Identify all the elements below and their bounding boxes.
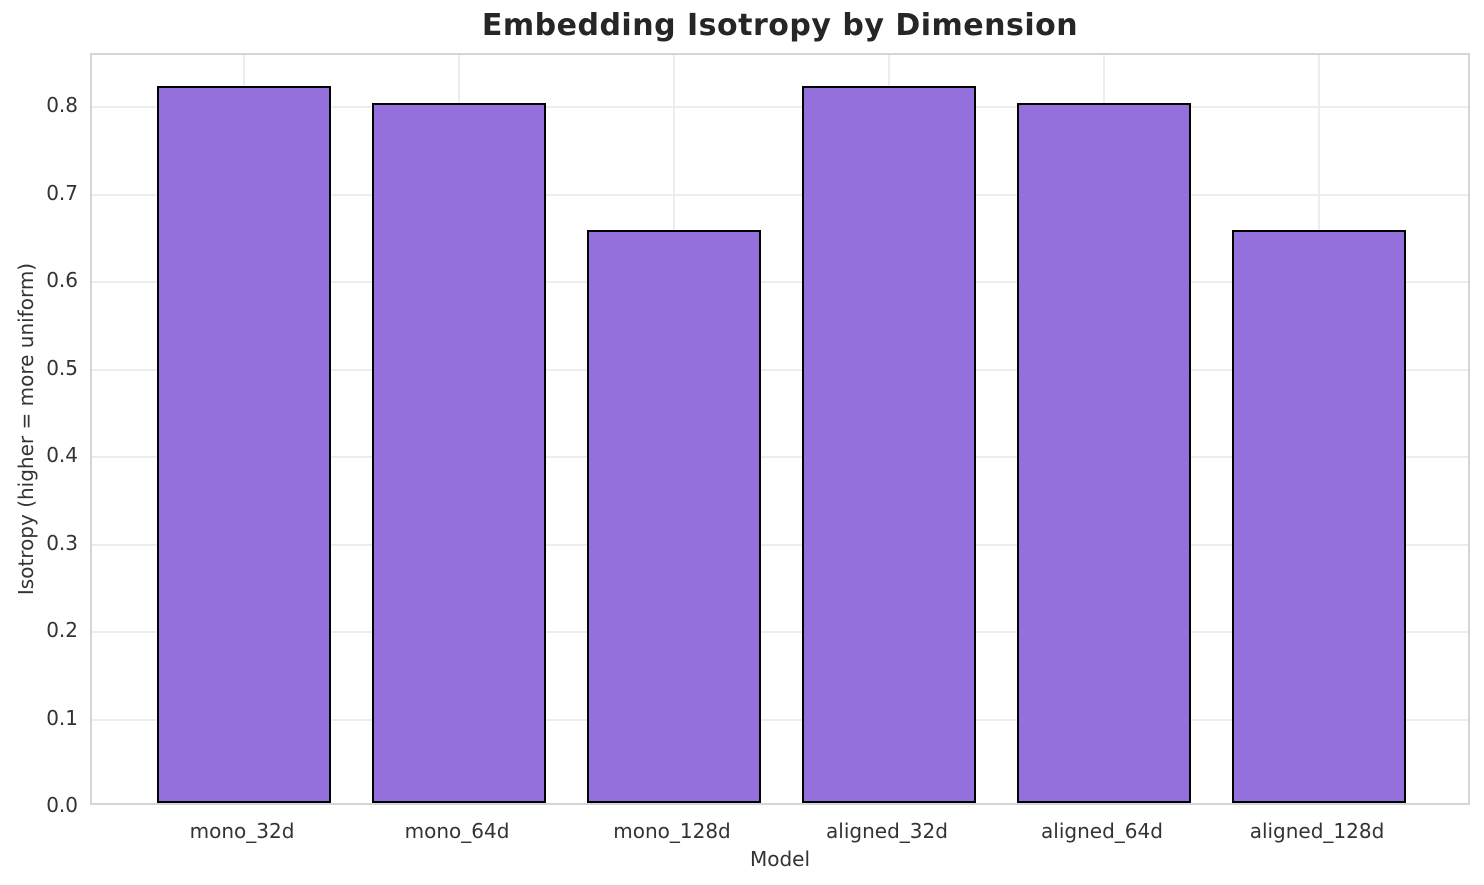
xtick-label: aligned_64d <box>1041 819 1163 843</box>
bar-mono_64d <box>372 103 546 803</box>
ytick-label: 0.7 <box>46 180 78 205</box>
y-axis-label: Isotropy (higher = more uniform) <box>14 262 38 596</box>
ytick-label: 0.6 <box>46 268 78 293</box>
ytick-label: 0.2 <box>46 618 78 643</box>
plot-area <box>90 53 1470 805</box>
gridline-y <box>92 631 1468 634</box>
gridline-y <box>92 543 1468 546</box>
gridline-y <box>92 456 1468 459</box>
bar-aligned_64d <box>1017 103 1191 803</box>
xtick-label: mono_128d <box>613 819 731 843</box>
ytick-label: 0.0 <box>46 793 78 817</box>
gridline-y <box>92 106 1468 109</box>
xtick-label: aligned_128d <box>1249 819 1385 843</box>
gridline-y <box>92 368 1468 371</box>
gridline-y <box>92 718 1468 721</box>
xtick-label: mono_64d <box>404 819 510 843</box>
gridline-y <box>92 281 1468 284</box>
gridline-y <box>92 193 1468 196</box>
ytick-label: 0.1 <box>46 705 78 730</box>
bar-aligned_32d <box>802 85 976 803</box>
x-axis-label: Model <box>749 847 811 871</box>
ytick-label: 0.5 <box>46 355 78 380</box>
bar-mono_128d <box>587 230 761 803</box>
xtick-label: mono_32d <box>189 819 295 843</box>
chart-title: Embedding Isotropy by Dimension <box>481 8 1079 43</box>
ytick-label: 0.8 <box>46 93 78 118</box>
xtick-label: aligned_32d <box>826 819 948 843</box>
ytick-label: 0.4 <box>46 443 78 468</box>
ytick-label: 0.3 <box>46 530 78 555</box>
bar-mono_32d <box>157 85 331 803</box>
bar-aligned_128d <box>1232 230 1406 803</box>
